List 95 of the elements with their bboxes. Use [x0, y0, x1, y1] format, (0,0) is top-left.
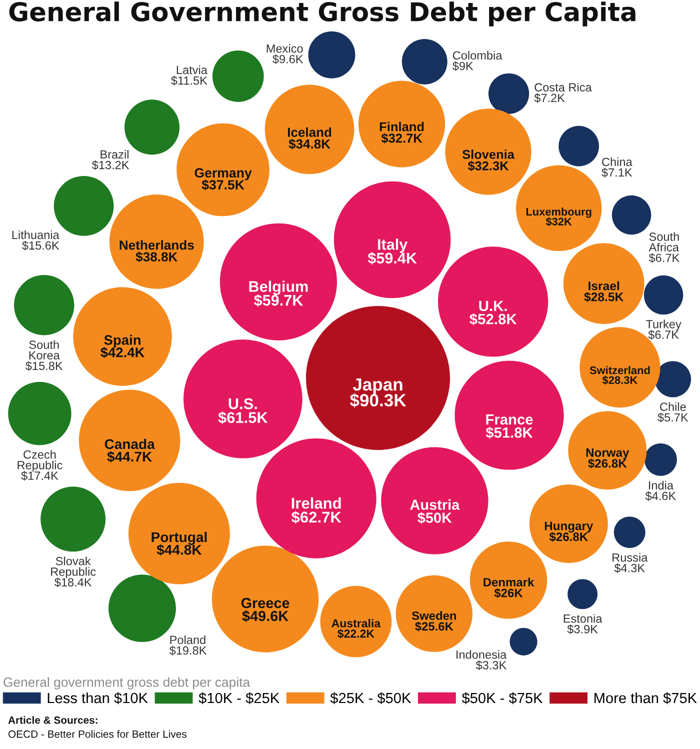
data-label: $44.7K: [107, 451, 152, 463]
data-label: $50K: [418, 512, 452, 524]
category-label: U.K.: [479, 300, 507, 312]
category-label: Sweden: [412, 611, 456, 620]
data-label: $32K: [546, 217, 572, 226]
data-label: $26K: [494, 588, 523, 598]
data-label: $26.8K: [549, 532, 588, 542]
data-label: $9K: [452, 61, 474, 71]
category-label: Belgium: [249, 280, 308, 296]
category-label: Switzerland: [590, 366, 650, 374]
category-label: Canada: [104, 438, 155, 450]
data-label: $37.5K: [202, 180, 244, 190]
category-label: South Africa: [648, 232, 679, 252]
category-label: Norway: [586, 448, 630, 460]
data-label: $42.4K: [100, 346, 145, 358]
data-label: $28.3K: [602, 376, 638, 385]
category-label: Chile: [660, 402, 686, 411]
data-label: $15.8K: [26, 361, 63, 371]
category-label: Poland: [170, 635, 206, 644]
category-label: France: [486, 414, 533, 425]
category-label: Russia: [612, 553, 648, 562]
category-label: Brazil: [100, 150, 128, 159]
legend-label: $10K - $25K: [198, 692, 280, 704]
category-label: Mexico: [266, 44, 303, 53]
data-label: $61.5K: [218, 411, 268, 424]
data-label: $18.4K: [54, 578, 92, 588]
category-label: Indonesia: [456, 650, 507, 659]
category-label: Austria: [410, 499, 460, 510]
data-label: $28.5K: [584, 292, 624, 302]
category-label: Portugal: [152, 532, 207, 545]
data-label: $6.7K: [648, 330, 679, 340]
category-label: Spain: [104, 334, 140, 348]
category-label: Luxembourg: [526, 208, 592, 218]
category-label: Czech Republic: [18, 450, 62, 472]
category-label: Lithuania: [12, 230, 60, 240]
data-label: $3.3K: [476, 660, 506, 670]
data-label: $11.5K: [171, 76, 208, 86]
data-label: $25.6K: [415, 622, 454, 632]
category-label: Japan: [352, 378, 402, 394]
data-label: $59.4K: [368, 252, 417, 265]
data-label: $34.8K: [288, 138, 330, 150]
category-label: Turkey: [646, 320, 682, 331]
data-label: $4.3K: [614, 563, 645, 573]
category-label: China: [602, 157, 632, 166]
category-label: Australia: [332, 618, 381, 628]
data-label: $7.2K: [534, 93, 565, 103]
category-label: Netherlands: [120, 240, 194, 250]
category-label: Latvia: [176, 65, 208, 74]
data-label: $15.6K: [22, 240, 60, 250]
category-label: Hungary: [544, 522, 594, 533]
data-label: $59.7K: [254, 294, 304, 307]
category-label: U.S.: [228, 398, 257, 410]
legend-title: General government gross debt per capita: [4, 677, 250, 690]
legend-label: $25K - $50K: [330, 692, 412, 704]
category-label: Finland: [380, 122, 424, 132]
data-label: $49.6K: [242, 610, 288, 622]
data-label: $51.8K: [486, 426, 533, 439]
text: General Government Gross Debt per Capita: [9, 2, 636, 26]
data-label: $5.7K: [658, 412, 688, 422]
text: Article & Sources:: [8, 716, 98, 724]
data-label: $17.4K: [21, 471, 58, 481]
data-label: $4.6K: [645, 491, 676, 501]
data-label: $32.3K: [468, 160, 509, 172]
data-label: $26.8K: [588, 458, 627, 468]
category-label: Israel: [588, 281, 620, 290]
text: OECD - Better Policies for Better Lives: [8, 730, 187, 738]
data-label: $3.9K: [567, 624, 598, 634]
category-label: Denmark: [484, 578, 534, 586]
data-label: $32.7K: [381, 133, 422, 144]
category-label: Slovenia: [462, 150, 515, 159]
category-label: India: [648, 480, 674, 490]
data-label: $52.8K: [470, 313, 517, 326]
data-label: $7.1K: [602, 168, 632, 178]
data-label: $6.7K: [648, 253, 680, 263]
category-label: Iceland: [288, 127, 332, 137]
data-label: $19.8K: [169, 646, 207, 656]
category-label: Italy: [378, 238, 408, 253]
data-label: $9.6K: [272, 54, 304, 64]
data-label: $90.3K: [350, 393, 406, 408]
category-label: Ireland: [292, 497, 341, 509]
legend-label: More than $75K: [594, 692, 697, 704]
category-label: Colombia: [452, 50, 502, 60]
category-label: Estonia: [564, 614, 602, 623]
data-label: $22.2K: [338, 629, 374, 638]
data-label: $38.8K: [136, 252, 178, 262]
category-label: Germany: [194, 168, 252, 180]
data-label: $13.2K: [92, 160, 130, 170]
data-label: $44.8K: [156, 544, 202, 556]
category-label: Greece: [241, 598, 290, 608]
data-label: $62.7K: [291, 510, 342, 524]
category-label: South Korea: [29, 340, 60, 360]
legend-label: Less than $10K: [48, 692, 148, 704]
legend-label: $50K - $75K: [462, 692, 543, 704]
category-label: Costa Rica: [534, 82, 592, 92]
category-label: Slovak Republic: [51, 556, 96, 578]
